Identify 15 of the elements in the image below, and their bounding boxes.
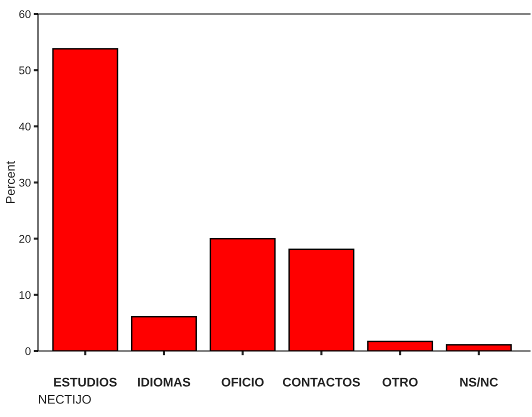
x-tick-label: ESTUDIOS bbox=[54, 378, 117, 387]
y-tick-label: 10 bbox=[20, 291, 31, 299]
x-tick-label: OFICIO bbox=[222, 378, 264, 387]
y-tick-label: 60 bbox=[19, 10, 31, 18]
y-tick-label: 40 bbox=[18, 122, 31, 130]
x-tick-label: OTRO bbox=[382, 378, 418, 387]
x-tick-label: CONTACTOS bbox=[282, 378, 360, 387]
y-tick-label: 30 bbox=[19, 178, 31, 187]
y-tick-label: 0 bbox=[25, 347, 31, 356]
y-tick-label: 50 bbox=[19, 66, 31, 74]
x-tick-label: NS/NC bbox=[460, 377, 498, 387]
x-axis-title: NECTIJO bbox=[39, 394, 91, 404]
x-tick-label: IDIOMAS bbox=[138, 378, 190, 387]
y-tick-label: 20 bbox=[19, 234, 31, 243]
y-axis-title: Percent bbox=[6, 161, 15, 204]
